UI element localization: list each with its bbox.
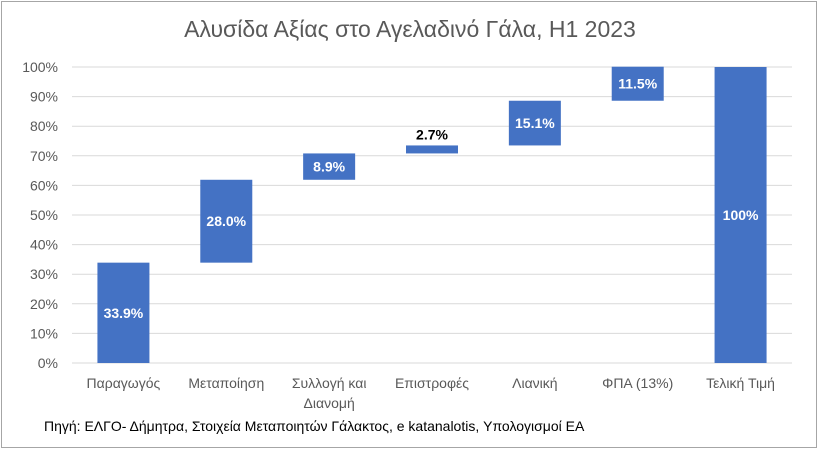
y-tick-label: 30%: [30, 266, 58, 282]
data-label: 11.5%: [618, 76, 657, 92]
data-label: 15.1%: [515, 115, 555, 131]
bar: [714, 67, 767, 363]
bar: [406, 145, 458, 154]
y-tick-label: 40%: [30, 237, 58, 253]
data-label: 28.0%: [206, 213, 246, 229]
source-note: Πηγή: ΕΛΓΟ- Δήμητρα, Στοιχεία Μεταποιητώ…: [44, 418, 585, 434]
y-tick-label: 80%: [30, 118, 58, 134]
chart-title: Αλυσίδα Αξίας στο Αγελαδινό Γάλα, H1 202…: [184, 16, 636, 42]
y-tick-label: 20%: [30, 296, 58, 312]
y-tick-label: 0%: [38, 355, 58, 371]
x-category-label: Παραγωγός: [87, 375, 161, 391]
data-label: 2.7%: [416, 126, 448, 142]
y-tick-label: 100%: [22, 59, 58, 75]
y-tick-label: 60%: [30, 177, 58, 193]
x-category-label: Διανομή: [304, 395, 355, 411]
x-category-label: Επιστροφές: [395, 375, 469, 391]
x-category-label: ΦΠΑ (13%): [602, 375, 673, 391]
x-category-label: Μεταποίηση: [188, 375, 264, 391]
bar: [200, 179, 253, 263]
bar: [508, 100, 561, 146]
bar: [611, 66, 664, 101]
bar: [303, 153, 356, 180]
data-label: 8.9%: [313, 159, 345, 175]
y-tick-label: 10%: [30, 325, 58, 341]
x-category-label: Συλλογή και: [292, 375, 367, 391]
data-label: 100%: [723, 207, 759, 223]
y-tick-label: 70%: [30, 148, 58, 164]
y-tick-label: 50%: [30, 207, 58, 223]
y-tick-label: 90%: [30, 89, 58, 105]
bar: [97, 262, 150, 363]
data-label: 33.9%: [104, 305, 144, 321]
x-category-label: Τελική Τιμή: [706, 375, 775, 391]
x-category-label: Λιανική: [512, 375, 557, 391]
